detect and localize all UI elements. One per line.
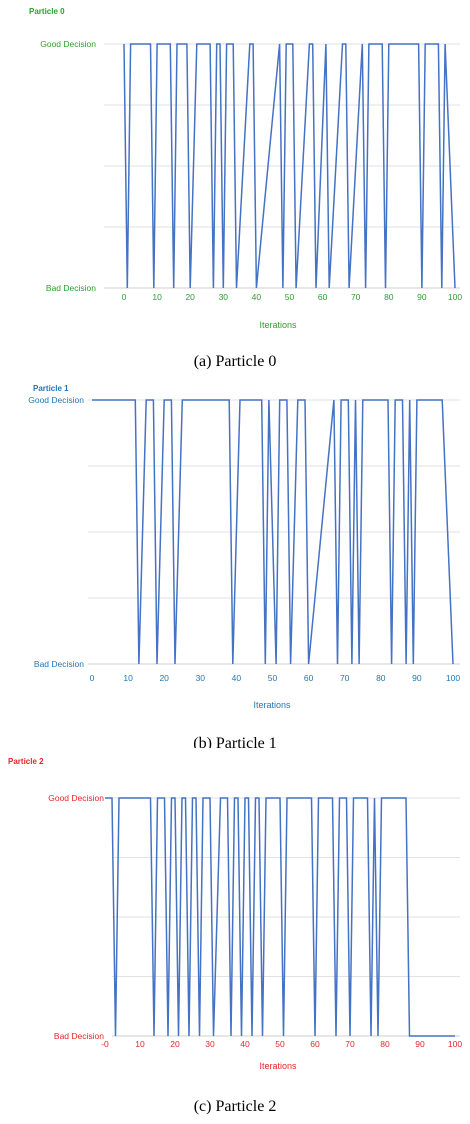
x-tick-label: 50 xyxy=(275,1039,285,1049)
x-tick-label: 90 xyxy=(412,673,422,683)
chart-title: Particle 1 xyxy=(33,384,69,393)
x-tick-label: 20 xyxy=(159,673,169,683)
series-line xyxy=(105,797,455,1037)
x-tick-label: 80 xyxy=(376,673,386,683)
y-label-good-decision: Good Decision xyxy=(28,395,84,405)
x-tick-label: 80 xyxy=(380,1039,390,1049)
decision-line xyxy=(92,399,454,665)
x-tick-label: 70 xyxy=(351,292,361,302)
x-tick-label: 60 xyxy=(318,292,328,302)
x-tick-label: 10 xyxy=(135,1039,145,1049)
x-tick-label: 100 xyxy=(446,673,460,683)
x-tick-label: 70 xyxy=(345,1039,355,1049)
x-tick-label: 30 xyxy=(196,673,206,683)
x-tick-label: 90 xyxy=(415,1039,425,1049)
chart-particle-2: Particle 2 Bad Decision Good Decision -0 1… xyxy=(8,757,462,1115)
x-tick-label: -0 xyxy=(101,1039,109,1049)
x-axis-title: Iterations xyxy=(253,700,291,710)
x-tick-label: 100 xyxy=(448,292,462,302)
y-label-good-decision: Good Decision xyxy=(48,793,104,803)
figure-particle-2: Particle 2 Bad Decision Good Decision -0 1… xyxy=(0,748,470,1124)
figure-particle-1: Particle 1 Bad Decision Good Decision 0 10… xyxy=(0,374,470,748)
y-label-bad-decision: Bad Decision xyxy=(34,659,84,669)
x-tick-label: 30 xyxy=(219,292,229,302)
series-line xyxy=(123,43,456,289)
x-axis-title: Iterations xyxy=(259,1061,297,1071)
chart-particle-1: Particle 1 Bad Decision Good Decision 0 10… xyxy=(28,384,461,748)
x-tick-label: 10 xyxy=(123,673,133,683)
x-tick-label: 40 xyxy=(252,292,262,302)
x-tick-label: 70 xyxy=(340,673,350,683)
y-label-bad-decision: Bad Decision xyxy=(46,283,96,293)
x-tick-label: 0 xyxy=(90,673,95,683)
figure-caption: (a) Particle 0 xyxy=(194,353,277,370)
chart-particle-0: Particle 0 Bad Decision Good Decision 0 10… xyxy=(29,7,463,370)
y-axis-labels: Bad Decision Good Decision xyxy=(48,793,104,1041)
x-tick-label: 0 xyxy=(122,292,127,302)
x-tick-label: 60 xyxy=(310,1039,320,1049)
figure-caption: (b) Particle 1 xyxy=(193,735,277,748)
chart-title: Particle 0 xyxy=(29,7,65,16)
y-axis-labels: Bad Decision Good Decision xyxy=(28,395,84,669)
x-axis-ticks: -0 10 20 30 40 50 60 70 80 90 100 xyxy=(101,1039,462,1049)
chart-title: Particle 2 xyxy=(8,757,44,766)
y-axis-labels: Bad Decision Good Decision xyxy=(40,39,96,293)
figure-caption: (c) Particle 2 xyxy=(194,1098,277,1115)
x-tick-label: 50 xyxy=(285,292,295,302)
x-tick-label: 30 xyxy=(205,1039,215,1049)
x-tick-label: 20 xyxy=(185,292,195,302)
decision-line xyxy=(105,797,455,1037)
figure-particle-0: Particle 0 Bad Decision Good Decision 0 10… xyxy=(0,0,470,374)
x-tick-label: 100 xyxy=(448,1039,462,1049)
x-tick-label: 60 xyxy=(304,673,314,683)
x-tick-label: 40 xyxy=(240,1039,250,1049)
x-tick-label: 80 xyxy=(384,292,394,302)
x-axis-ticks: 0 10 20 30 40 50 60 70 80 90 100 xyxy=(90,673,461,683)
x-axis-ticks: 0 10 20 30 40 50 60 70 80 90 100 xyxy=(122,292,463,302)
y-label-good-decision: Good Decision xyxy=(40,39,96,49)
series-line xyxy=(92,399,454,665)
x-tick-label: 90 xyxy=(417,292,427,302)
x-tick-label: 40 xyxy=(232,673,242,683)
decision-line xyxy=(123,43,456,289)
x-tick-label: 20 xyxy=(170,1039,180,1049)
x-tick-label: 10 xyxy=(152,292,162,302)
y-label-bad-decision: Bad Decision xyxy=(54,1031,104,1041)
x-axis-title: Iterations xyxy=(259,320,297,330)
x-tick-label: 50 xyxy=(268,673,278,683)
